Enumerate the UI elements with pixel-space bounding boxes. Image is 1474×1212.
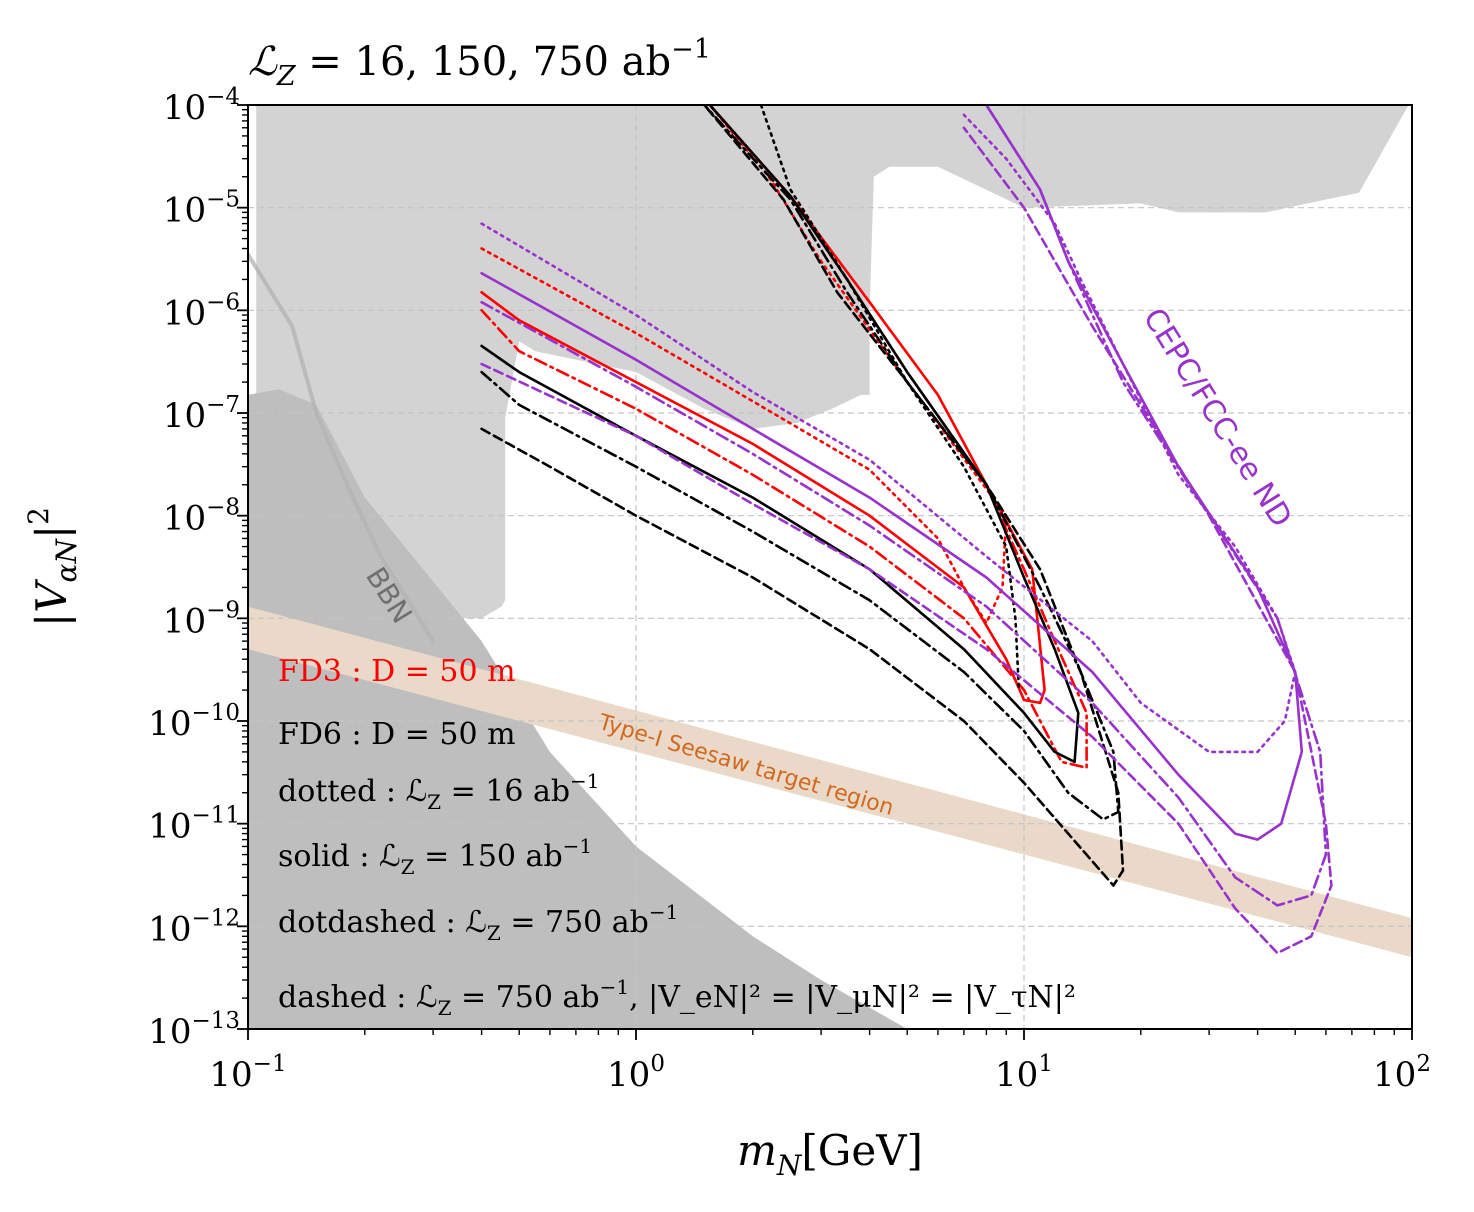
y-tick-label: 10−5 bbox=[163, 187, 240, 231]
y-tick-label: 10−10 bbox=[148, 700, 240, 744]
x-tick-label: 100 bbox=[607, 1051, 665, 1095]
series-fd3-solid-l-z-150-ab-1 bbox=[480, 105, 1046, 705]
legend-dotted: dotted : ℒZ = 16 ab−1 bbox=[278, 769, 600, 814]
y-tick-label: 10−8 bbox=[163, 495, 240, 539]
series-fd3-dotted-l-z-16-ab-1 bbox=[480, 105, 1008, 625]
y-tick-label: 10−9 bbox=[163, 597, 240, 641]
y-tick-label: 10−6 bbox=[163, 289, 240, 333]
region-existing-constraints bbox=[256, 105, 1409, 619]
legend-dashed: dashed : ℒZ = 750 ab−1, |V_eN|² = |V_μN|… bbox=[278, 975, 1076, 1020]
y-tick-label: 10−11 bbox=[148, 803, 240, 847]
legend-fd6: FD6 : D = 50 m bbox=[278, 717, 516, 752]
series-fd6-solid-l-z-150-ab-1 bbox=[480, 105, 1080, 764]
x-tick-label: 102 bbox=[1373, 1051, 1431, 1095]
y-tick-label: 10−13 bbox=[148, 1008, 240, 1052]
region-seesaw-target-band bbox=[248, 606, 1412, 958]
legend-fd3: FD3 : D = 50 m bbox=[278, 654, 516, 689]
legend-solid: solid : ℒZ = 150 ab−1 bbox=[278, 834, 592, 879]
series-fd6-dotted-l-z-16-ab-1 bbox=[759, 105, 1021, 692]
y-tick-label: 10−4 bbox=[163, 84, 240, 128]
grid bbox=[248, 105, 1412, 1029]
shaded-regions bbox=[248, 105, 1412, 1029]
legend: FD3 : D = 50 m FD6 : D = 50 m dotted : ℒ… bbox=[278, 654, 1076, 1020]
y-tick-label: 10−7 bbox=[163, 392, 240, 436]
series-cepc-fcc-ee-nd-dotted-l-z-16-ab-1 bbox=[480, 113, 1297, 754]
series-bbn-boundary bbox=[248, 252, 436, 644]
axis-ticks: 10−1 100 101 102 10−4 10−5 10−6 10−7 10−8 10−9 10−… bbox=[148, 84, 1431, 1095]
chart-title: ℒZ = 16, 150, 750 ab−1 bbox=[248, 34, 711, 92]
x-tick-label: 101 bbox=[995, 1051, 1053, 1095]
plot-frame bbox=[247, 104, 1413, 1030]
x-tick-label: 10−1 bbox=[209, 1051, 286, 1095]
series-cepc-fcc-ee-nd-dashed-v-en-2-v-mun-2-v-taun-2 bbox=[480, 126, 1333, 955]
y-tick-label: 10−12 bbox=[148, 905, 240, 949]
region-bbn-excluded bbox=[248, 389, 908, 1029]
series-cepc-fcc-ee-nd-solid-l-z-150-ab-1 bbox=[480, 105, 1304, 841]
sensitivity-curves bbox=[248, 105, 1333, 955]
series-fd6-dashed-v-en-2-v-mun-2-v-taun-2 bbox=[480, 105, 1125, 887]
x-axis-label: mN[GeV] bbox=[737, 1126, 923, 1182]
legend-dotdashed: dotdashed : ℒZ = 750 ab−1 bbox=[278, 900, 678, 945]
series-fd6-dotdashed-l-z-750-ab-1 bbox=[480, 105, 1120, 821]
y-axis-label: |VαN|2 bbox=[22, 507, 83, 627]
